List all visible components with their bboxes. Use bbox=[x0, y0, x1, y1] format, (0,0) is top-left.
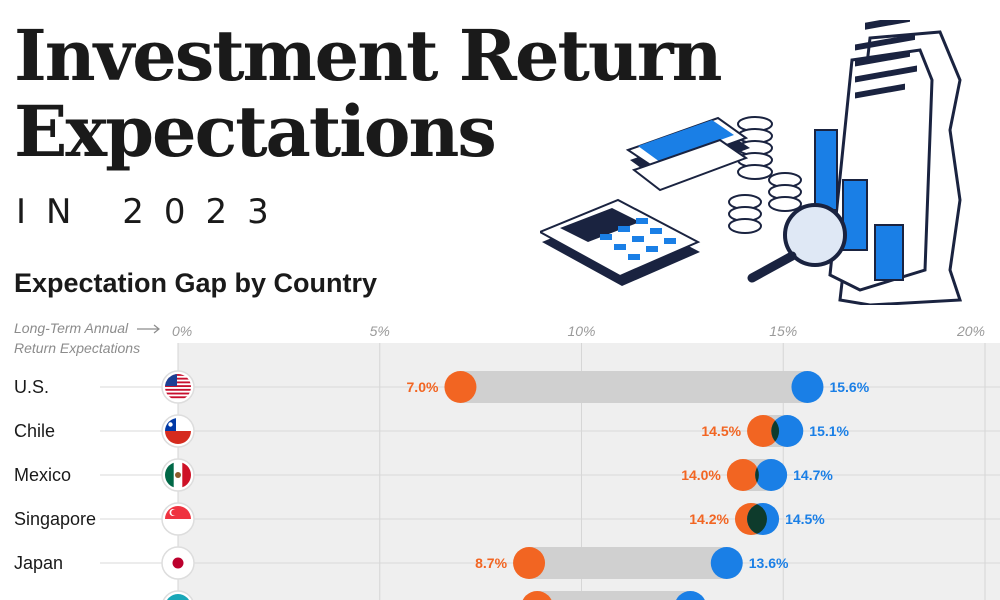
chart-row: Singapore 14.2% 14.5% bbox=[14, 502, 1000, 536]
low-value-label: 7.0% bbox=[407, 379, 439, 395]
flag-body bbox=[172, 557, 184, 569]
high-dot bbox=[755, 459, 788, 491]
gap-band bbox=[537, 591, 691, 600]
dumbbell-chart: 0% 5% 10% 15% 20% U.S. 7.0% 15.6% Chile 14.5% 15.… bbox=[14, 323, 1000, 600]
flag-stripe bbox=[165, 385, 191, 388]
flag-body bbox=[165, 594, 191, 600]
page-title: Investment Return Expectations bbox=[14, 14, 723, 173]
chart-row: Chile 14.5% 15.1% bbox=[14, 414, 1000, 448]
low-value-label: 14.5% bbox=[701, 423, 741, 439]
high-dot bbox=[710, 547, 743, 579]
arrow-right-icon bbox=[137, 324, 160, 334]
flag-field bbox=[165, 594, 191, 600]
flag-stripe bbox=[165, 392, 191, 395]
x-tick-label: 15% bbox=[769, 323, 797, 339]
x-tick-label: 5% bbox=[370, 323, 390, 339]
axis-caption: Long-Term Annual Return Expectations bbox=[14, 318, 164, 358]
chart-row bbox=[162, 590, 705, 600]
low-value-label: 14.0% bbox=[681, 467, 721, 483]
country-label: Mexico bbox=[14, 465, 71, 485]
high-dot bbox=[676, 591, 705, 600]
mexico-flag-icon bbox=[161, 458, 195, 492]
country-label: U.S. bbox=[14, 377, 49, 397]
low-value-label: 14.2% bbox=[689, 511, 729, 527]
flag-stripe bbox=[165, 377, 191, 380]
low-dot bbox=[726, 459, 759, 491]
flag-stripe bbox=[165, 374, 191, 376]
high-dot bbox=[791, 371, 824, 403]
country-label: Singapore bbox=[14, 509, 96, 529]
page-subtitle: IN 2023 bbox=[16, 192, 289, 232]
x-tick-label: 0% bbox=[172, 323, 192, 339]
country-label: Chile bbox=[14, 421, 55, 441]
flag-star bbox=[168, 422, 173, 427]
country-label: Japan bbox=[14, 553, 63, 573]
partial-flag-icon bbox=[162, 590, 194, 600]
title-line-1: Investment Return bbox=[14, 14, 723, 97]
chart-row: U.S. 7.0% 15.6% bbox=[14, 370, 1000, 404]
flag-red bbox=[165, 506, 191, 519]
chart-row: Japan 8.7% 13.6% bbox=[14, 546, 1000, 580]
high-dot bbox=[771, 415, 804, 447]
x-tick-label: 10% bbox=[567, 323, 595, 339]
high-value-label: 15.6% bbox=[829, 379, 869, 395]
flag-sun bbox=[172, 557, 184, 569]
gap-band bbox=[529, 547, 727, 579]
high-value-label: 14.5% bbox=[785, 511, 825, 527]
flag-red bbox=[165, 431, 191, 444]
flag-red bbox=[182, 462, 191, 488]
flag-stripe bbox=[165, 388, 191, 391]
flag-stripe bbox=[165, 381, 191, 384]
flag-crescent-cut bbox=[171, 509, 178, 516]
low-dot bbox=[522, 591, 552, 600]
axis-caption-line-1: Long-Term Annual bbox=[14, 320, 129, 336]
singapore-flag-icon bbox=[161, 502, 195, 536]
flag-body bbox=[165, 374, 191, 399]
flag-stripe bbox=[165, 396, 191, 399]
us-flag-icon bbox=[161, 370, 195, 404]
flag-green bbox=[165, 462, 174, 488]
flag-emblem bbox=[175, 472, 181, 478]
high-value-label: 14.7% bbox=[793, 467, 833, 483]
high-value-label: 15.1% bbox=[809, 423, 849, 439]
high-value-label: 13.6% bbox=[749, 555, 789, 571]
flag-body bbox=[165, 462, 191, 488]
low-dot bbox=[747, 415, 780, 447]
overlap-lens bbox=[747, 503, 767, 535]
low-value-label: 8.7% bbox=[475, 555, 507, 571]
axis-caption-line-2: Return Expectations bbox=[14, 340, 141, 356]
gap-band bbox=[460, 371, 808, 403]
title-line-2: Expectations bbox=[14, 90, 497, 173]
chile-flag-icon bbox=[161, 414, 195, 448]
x-tick-label: 20% bbox=[956, 323, 985, 339]
flag-body bbox=[165, 506, 191, 519]
flag-body bbox=[165, 418, 191, 444]
low-dot bbox=[513, 547, 546, 579]
section-title: Expectation Gap by Country bbox=[14, 268, 378, 298]
chart-row: Mexico 14.0% 14.7% bbox=[14, 458, 1000, 492]
finance-illustration-icon bbox=[540, 20, 963, 305]
low-dot bbox=[444, 371, 477, 403]
japan-flag-icon bbox=[161, 546, 195, 580]
